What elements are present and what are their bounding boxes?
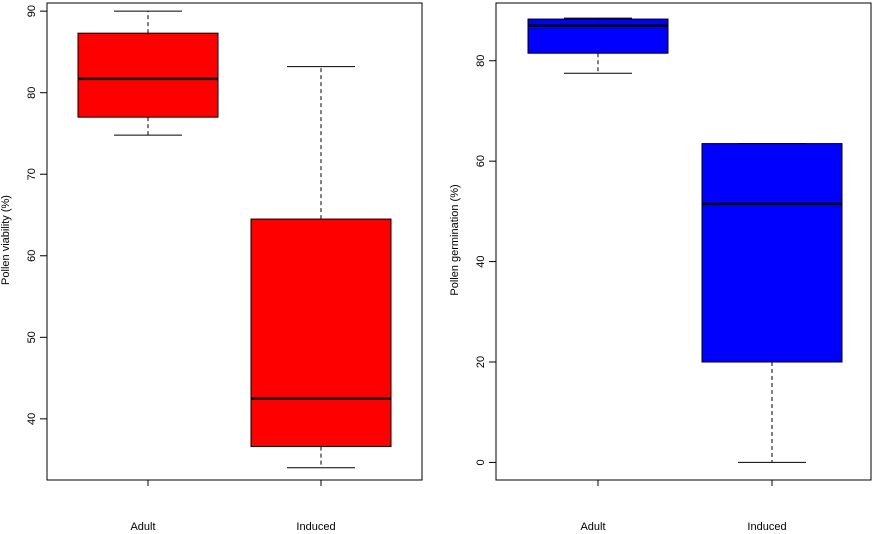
x-tick-label: Induced — [747, 521, 786, 533]
box-induced — [701, 143, 843, 463]
y-tick-label: 50 — [26, 331, 38, 343]
plot-frame — [46, 2, 423, 481]
germination-panel: 0 20 40 60 80 Pollen germination (%) Adult Indu… — [449, 2, 872, 533]
y-axis-label: Pollen viability (%) — [0, 195, 12, 285]
x-tick-label: Adult — [130, 521, 155, 533]
iqr-box — [701, 143, 843, 363]
box-adult — [527, 17, 669, 74]
y-tick-label: 0 — [475, 459, 487, 465]
box-adult — [77, 10, 219, 136]
x-tick-label: Adult — [580, 521, 605, 533]
iqr-box — [250, 218, 392, 448]
box-induced — [250, 66, 392, 469]
x-tick-label: Induced — [296, 521, 335, 533]
y-tick-label: 90 — [26, 5, 38, 17]
y-tick-label: 60 — [475, 155, 487, 167]
y-tick-label: 60 — [26, 250, 38, 262]
y-tick-label: 80 — [26, 87, 38, 99]
y-tick-label: 40 — [26, 413, 38, 425]
y-tick-label: 40 — [475, 255, 487, 267]
viability-panel: 40 50 60 70 80 90 Pollen viability (%) Adult Ind… — [0, 2, 423, 533]
iqr-box — [527, 18, 669, 54]
iqr-box — [77, 32, 219, 118]
y-tick-label: 70 — [26, 168, 38, 180]
y-axis-label: Pollen germination (%) — [449, 184, 461, 295]
y-tick-label: 80 — [475, 55, 487, 67]
y-tick-label: 20 — [475, 356, 487, 368]
plot-frame — [495, 2, 872, 481]
